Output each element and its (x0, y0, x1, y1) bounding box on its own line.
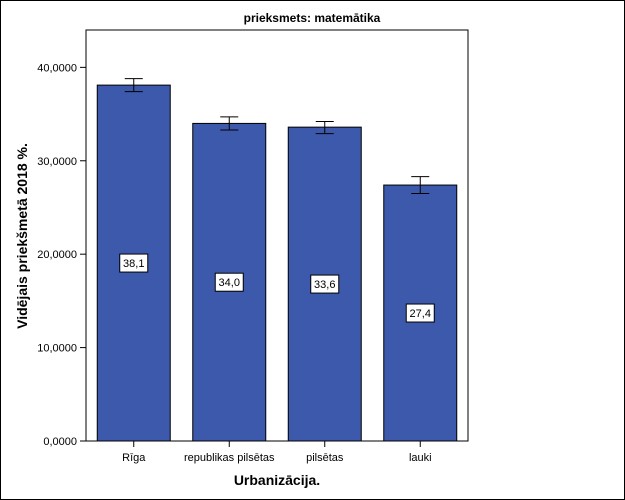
y-axis-label: Vidējais priekšmetā 2018 %. (14, 143, 30, 329)
data-label: 38,1 (123, 258, 144, 270)
data-label: 34,0 (219, 277, 240, 289)
data-label: 27,4 (410, 308, 431, 320)
data-label-box (119, 253, 149, 273)
bars-group: 38,1 34,0 33,6 27,4 (96, 78, 458, 442)
data-label-box (310, 274, 340, 294)
data-label: 33,6 (314, 279, 335, 291)
x-tick-label: Rīga (122, 452, 146, 464)
x-axis: Rīga republikas pilsētas pilsētas lauki (122, 441, 432, 464)
data-label-box (214, 272, 244, 292)
x-tick-label: pilsētas (306, 452, 344, 464)
x-axis-label: Urbanizācija. (234, 472, 320, 488)
y-axis: 0,0000 10,0000 20,0000 30,0000 40,0000 (37, 62, 86, 448)
y-tick-label: 40,0000 (37, 62, 77, 74)
y-tick-label: 30,0000 (37, 156, 77, 168)
chart-title: prieksmets: matemātika (244, 11, 381, 25)
y-tick-label: 20,0000 (37, 249, 77, 261)
data-label-box (405, 303, 435, 323)
x-tick-label: lauki (409, 452, 432, 464)
y-tick-label: 0,0000 (43, 436, 77, 448)
y-tick-label: 10,0000 (37, 343, 77, 355)
x-tick-label: republikas pilsētas (184, 452, 275, 464)
